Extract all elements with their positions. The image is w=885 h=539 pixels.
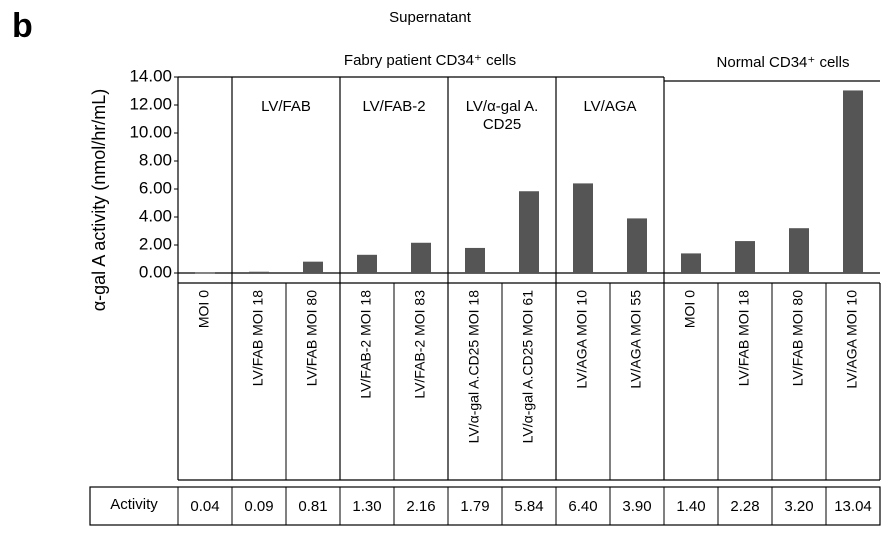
frame	[89, 76, 881, 526]
bar	[627, 218, 647, 273]
bar	[303, 261, 323, 273]
value-label: 0.09	[244, 498, 273, 515]
value-label: 2.16	[406, 498, 435, 515]
group-label: LV/α-gal A. CD25	[465, 98, 539, 133]
table-header: Activity	[110, 496, 158, 513]
x-tick-label: LV/FAB MOI 18	[736, 290, 752, 386]
x-tick-label: LV/FAB MOI 80	[304, 290, 320, 386]
y-tick-label: 4.00	[139, 206, 172, 225]
x-tick-label: MOI 0	[196, 290, 212, 328]
chart-title: Supernatant	[389, 9, 472, 26]
value-label: 5.84	[514, 498, 543, 515]
bar	[519, 191, 539, 273]
x-tick-label: LV/AGA MOI 10	[574, 290, 590, 389]
y-tick-label: 14.00	[129, 66, 172, 85]
group-label: LV/FAB	[261, 98, 311, 115]
x-tick-label: LV/AGA MOI 10	[844, 290, 860, 389]
x-tick-label: LV/AGA MOI 55	[628, 290, 644, 389]
y-tick-label: 2.00	[139, 234, 172, 253]
value-label: 3.20	[784, 498, 813, 515]
value-label: 0.81	[298, 498, 327, 515]
x-tick-label: LV/FAB MOI 80	[790, 290, 806, 386]
bar	[411, 242, 431, 273]
value-label: 1.40	[676, 498, 705, 515]
super-group-label: Fabry patient CD34⁺ cells	[344, 52, 516, 69]
bar	[465, 247, 485, 273]
bar	[843, 90, 863, 273]
bar	[195, 272, 215, 274]
value-label: 1.79	[460, 498, 489, 515]
value-label: 1.30	[352, 498, 381, 515]
y-tick-label: 10.00	[129, 122, 172, 141]
bar	[249, 271, 269, 273]
value-label: 13.04	[834, 498, 872, 515]
x-tick-label: LV/FAB MOI 18	[250, 290, 266, 386]
y-tick-label: 6.00	[139, 178, 172, 197]
super-group-label: Normal CD34⁺ cells	[717, 54, 850, 71]
bar	[573, 183, 593, 273]
y-tick-label: 0.00	[139, 262, 172, 281]
bar	[735, 241, 755, 273]
x-tick-label: MOI 0	[682, 290, 698, 328]
value-label: 2.28	[730, 498, 759, 515]
bar	[357, 254, 377, 273]
bar	[789, 228, 809, 273]
x-tick-label: LV/FAB-2 MOI 83	[412, 290, 428, 399]
value-label: 6.40	[568, 498, 597, 515]
y-axis-label: α-gal A activity (nmol/hr/mL)	[89, 89, 109, 311]
bar	[681, 253, 701, 273]
y-tick-label: 8.00	[139, 150, 172, 169]
value-label: 3.90	[622, 498, 651, 515]
x-tick-label: LV/α-gal A.CD25 MOI 18	[466, 290, 482, 444]
value-label: 0.04	[190, 498, 219, 515]
y-tick-label: 12.00	[129, 94, 172, 113]
group-label: LV/FAB-2	[362, 98, 426, 115]
panel-label: b	[12, 7, 33, 45]
x-tick-label: LV/α-gal A.CD25 MOI 61	[520, 290, 536, 444]
group-label: LV/AGA	[583, 98, 637, 115]
x-tick-label: LV/FAB-2 MOI 18	[358, 290, 374, 399]
